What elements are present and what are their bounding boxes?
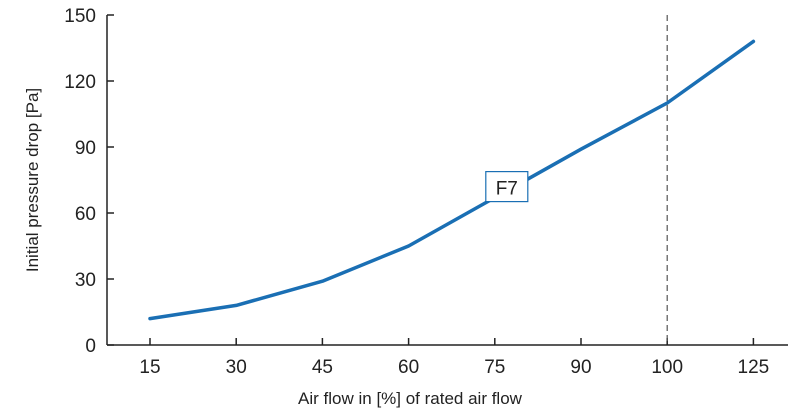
y-tick-label: 150 bbox=[64, 6, 96, 27]
x-tick-label: 100 bbox=[651, 357, 683, 378]
x-tick-label: 30 bbox=[226, 357, 247, 378]
y-tick-label: 120 bbox=[64, 72, 96, 93]
y-axis-title: Initial pressure drop [Pa] bbox=[23, 88, 42, 272]
y-tick-label: 0 bbox=[85, 336, 96, 357]
series-layer: F7 bbox=[148, 39, 756, 321]
x-tick-label: 60 bbox=[398, 357, 419, 378]
x-tick-label: 75 bbox=[484, 357, 505, 378]
plot-area bbox=[106, 15, 788, 346]
series-label-box: F7 bbox=[485, 171, 529, 203]
x-axis-ticks: 15 30 45 60 75 90 100 125 bbox=[139, 338, 769, 378]
series-label-frame bbox=[485, 171, 529, 203]
series-label-text: F7 bbox=[496, 179, 518, 200]
x-axis-title: Air flow in [%] of rated air flow bbox=[298, 389, 523, 408]
y-tick-label: 60 bbox=[75, 204, 96, 225]
series-line-f7 bbox=[148, 39, 756, 321]
y-tick-label: 30 bbox=[75, 270, 96, 291]
x-tick-label: 125 bbox=[738, 357, 770, 378]
x-tick-label: 15 bbox=[139, 357, 160, 378]
x-tick-label: 90 bbox=[570, 357, 591, 378]
x-tick-label: 45 bbox=[312, 357, 333, 378]
y-axis-ticks: 0 30 60 90 120 150 bbox=[64, 6, 114, 357]
y-tick-label: 90 bbox=[75, 138, 96, 159]
